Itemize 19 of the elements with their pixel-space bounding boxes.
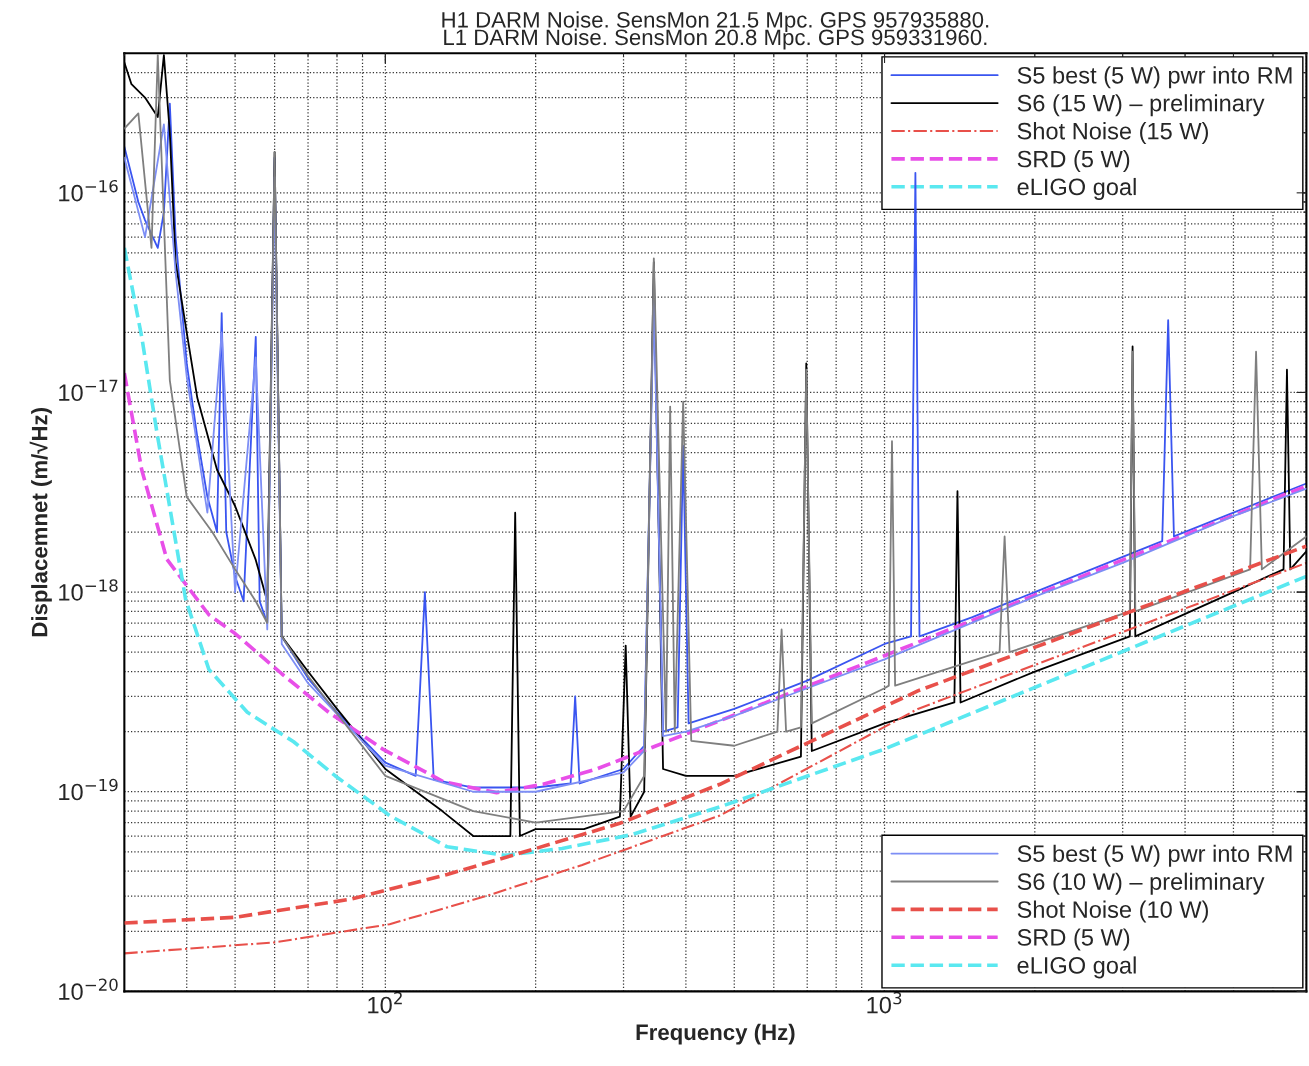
y-tick-label: 10$^{−17}$ xyxy=(59,379,118,402)
y-tick-label: 10$^{−19}$ xyxy=(59,778,118,801)
legend-label: eLIGO goal xyxy=(1017,177,1136,200)
legend-label: Shot Noise (10 W) xyxy=(1017,900,1208,923)
legend-label: SRD (5 W) xyxy=(1017,150,1130,173)
legend-label: Shot Noise (15 W) xyxy=(1017,122,1208,145)
legend-label: S6 (10 W) – preliminary xyxy=(1017,872,1265,895)
legend-label: eLIGO goal xyxy=(1017,956,1136,979)
legend-label: S5 best (5 W) pwr into RM xyxy=(1017,66,1292,89)
legend-label: S5 best (5 W) pwr into RM xyxy=(1017,844,1292,867)
y-tick-label: 10$^{−16}$ xyxy=(59,179,118,202)
x-tick-label: 10$^{2}$ xyxy=(368,991,402,1014)
legend-label: S6 (15 W) – preliminary xyxy=(1017,94,1265,117)
legend-label: SRD (5 W) xyxy=(1017,928,1130,951)
x-axis-title: Frequency (Hz) xyxy=(636,1023,795,1045)
x-tick-label: 10$^{3}$ xyxy=(867,991,902,1014)
y-axis-title: Displacemnet (m/√Hz) xyxy=(29,408,52,637)
y-tick-label: 10$^{−18}$ xyxy=(59,579,118,601)
y-tick-label: 10$^{−20}$ xyxy=(59,978,118,1000)
